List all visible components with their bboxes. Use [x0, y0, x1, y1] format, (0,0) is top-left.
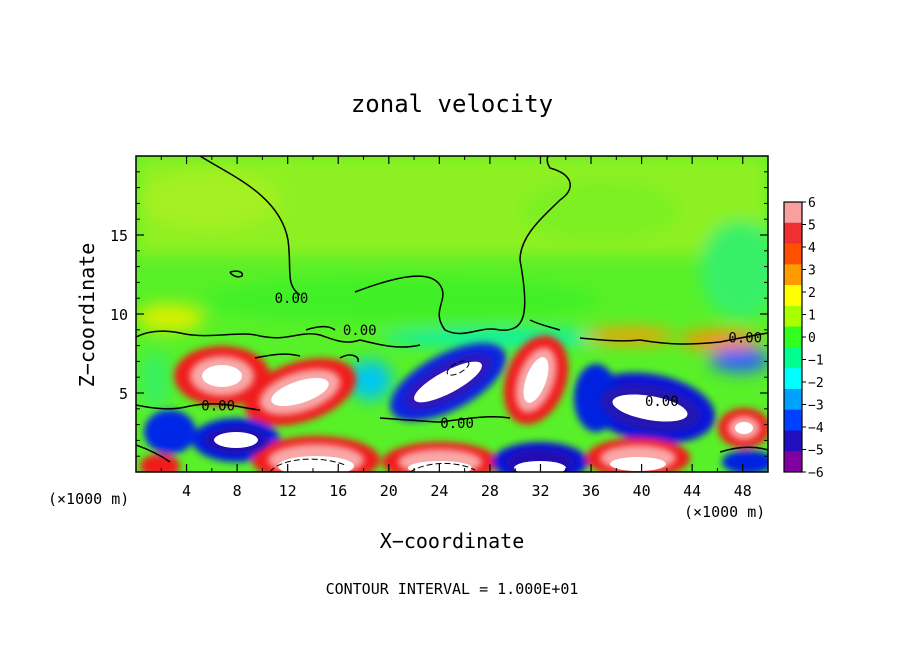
x-tick-label: 28 [481, 482, 499, 500]
colorbar-label: 1 [808, 309, 816, 324]
contour-label: 0.00 [275, 291, 309, 307]
contour-label-layer: 0.00 0.00 0.00 0.00 0.00 0.00 [201, 291, 762, 432]
colorbar-label: −4 [808, 421, 824, 436]
x-tick-label: 8 [233, 482, 242, 500]
contour-label: 0.00 [440, 416, 474, 432]
colorbar-swatch [784, 347, 802, 369]
colorbar-swatch [784, 243, 802, 265]
colorbar-label: −3 [808, 399, 824, 414]
x-unit-right: (×1000 m) [684, 503, 765, 521]
x-tick-label: 4 [182, 482, 191, 500]
x-tick-label: 44 [683, 482, 701, 500]
contour-lines [136, 156, 768, 463]
colorbar-swatch [784, 368, 802, 390]
colorbar-swatch [784, 409, 802, 431]
colorbar-label: 3 [808, 264, 816, 279]
colorbar-swatch [784, 305, 802, 328]
colorbar-swatch [784, 264, 802, 286]
colorbar-swatch [784, 202, 802, 224]
colorbar-label: −1 [808, 354, 824, 369]
x-axis-label: X−coordinate [380, 529, 525, 553]
colorbar-label: −5 [808, 444, 824, 459]
x-tick-label: 24 [430, 482, 448, 500]
colorbar-label: 5 [808, 219, 816, 234]
negative-contours [269, 360, 476, 472]
contour-label: 0.00 [728, 331, 762, 347]
y-tick-label: 15 [110, 227, 128, 245]
x-tick-label: 20 [380, 482, 398, 500]
x-unit-left: (×1000 m) [48, 490, 129, 508]
colorbar-swatch [784, 326, 802, 348]
x-tick-label: 40 [633, 482, 651, 500]
colorbar-swatch [784, 222, 802, 245]
chart-title: zonal velocity [351, 90, 553, 118]
colorbar-swatch [784, 285, 802, 307]
colorbar-label: 4 [808, 241, 816, 256]
colorbar-label: −6 [808, 466, 824, 481]
heatmap-field [136, 156, 768, 472]
colorbar-label: 0 [808, 331, 816, 346]
x-tick-label: 48 [734, 482, 752, 500]
y-tick-label: 5 [119, 385, 128, 403]
contour-interval-note: CONTOUR INTERVAL = 1.000E+01 [326, 580, 579, 598]
contour-label: 0.00 [201, 399, 235, 415]
x-tick-label: 32 [531, 482, 549, 500]
colorbar-label: 6 [808, 196, 816, 211]
x-tick-label: 12 [279, 482, 297, 500]
colorbar-label: −2 [808, 376, 824, 391]
colorbar-label: 2 [808, 286, 816, 301]
colorbar: 6 5 4 3 2 1 0 −1 −2 −3 −4 −5 −6 [783, 196, 824, 481]
colorbar-swatch [784, 388, 802, 411]
contour-label: 0.00 [645, 394, 679, 410]
colorbar-swatch [784, 451, 802, 473]
x-tick-label: 36 [582, 482, 600, 500]
x-tick-label: 16 [329, 482, 347, 500]
y-tick-label: 10 [110, 306, 128, 324]
colorbar-swatch [784, 430, 802, 452]
y-axis-label: Z−coordinate [75, 243, 99, 388]
contour-label: 0.00 [343, 323, 377, 339]
